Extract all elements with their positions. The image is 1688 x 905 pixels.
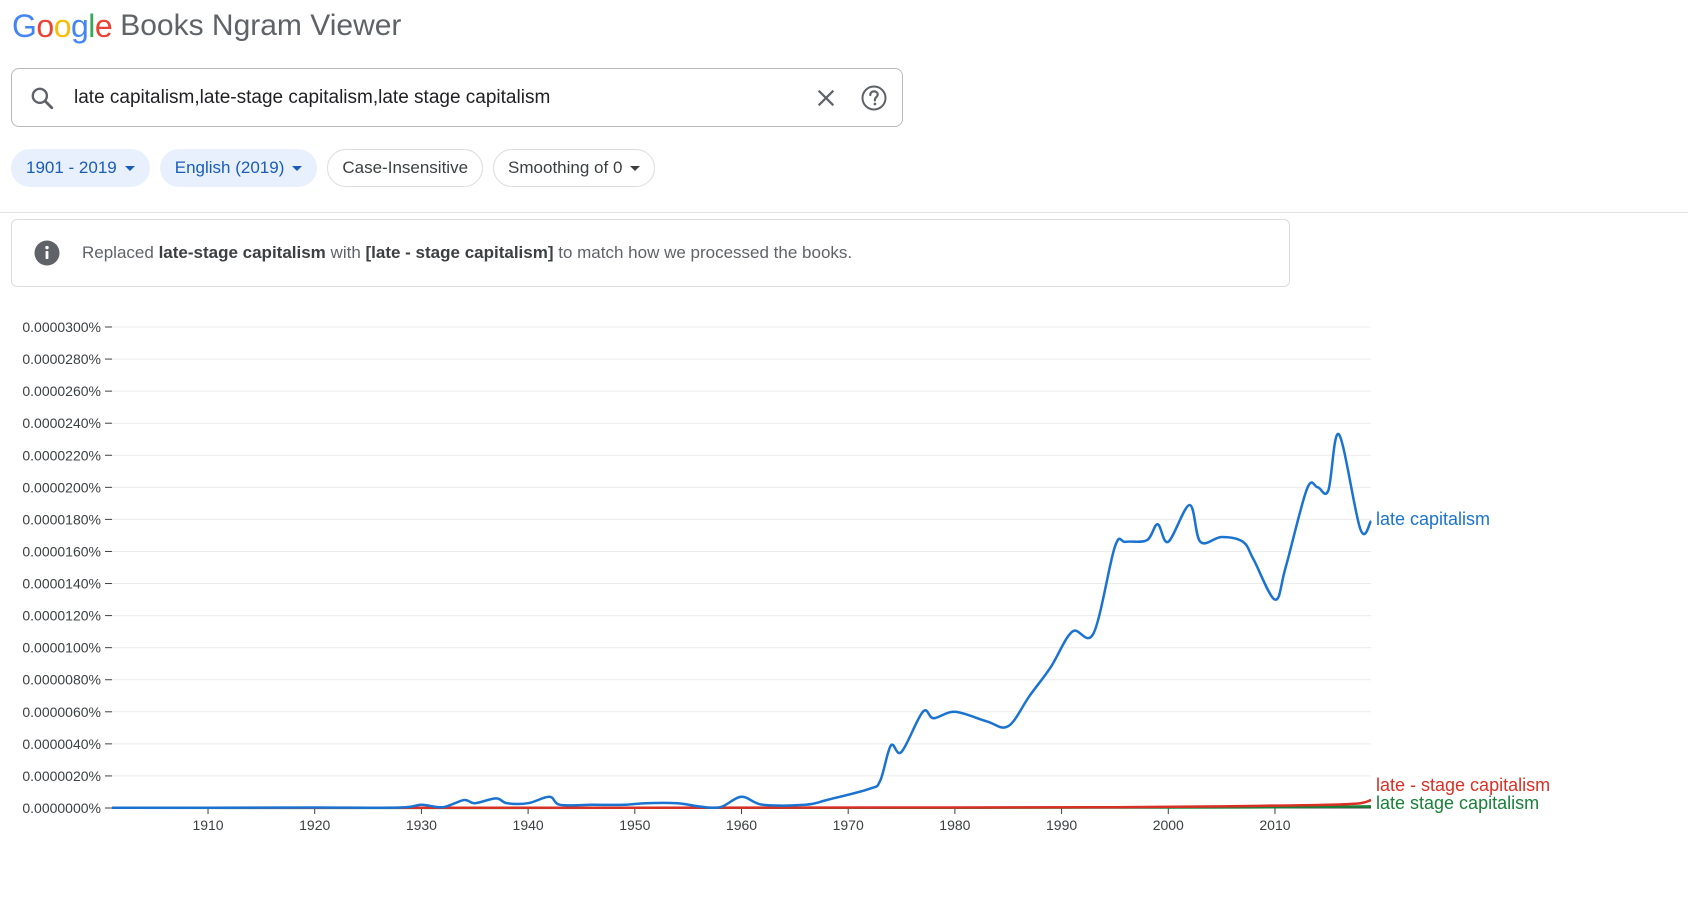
x-tick-label: 1980	[939, 817, 970, 833]
y-tick-label: 0.0000080%	[22, 672, 101, 688]
header: Google Books Ngram Viewer	[12, 6, 401, 46]
logo-letter: G	[12, 8, 37, 44]
y-tick-label: 0.0000100%	[22, 640, 101, 656]
divider	[0, 212, 1688, 213]
corpus-label: English (2019)	[174, 158, 285, 177]
x-tick-label: 1930	[406, 817, 437, 833]
app-title: Books Ngram Viewer	[120, 9, 402, 42]
y-tick-label: 0.0000260%	[22, 383, 101, 399]
series-label-late-stage-capitalism: late - stage capitalism	[1376, 775, 1550, 795]
google-logo[interactable]: Google	[12, 8, 113, 44]
logo-letter: o	[36, 8, 54, 44]
y-tick-label: 0.0000220%	[22, 447, 101, 463]
year-range-dropdown[interactable]: 1901 - 2019	[11, 149, 150, 187]
series-label-late-capitalism: late capitalism	[1376, 509, 1490, 529]
y-tick-label: 0.0000280%	[22, 351, 101, 367]
series-label-late-stage-capitalism: late stage capitalism	[1376, 793, 1539, 813]
chevron-down-icon	[124, 165, 135, 171]
x-tick-label: 2000	[1153, 817, 1184, 833]
series-line-late-capitalism	[112, 433, 1373, 810]
x-tick-label: 1970	[833, 817, 864, 833]
search-icon[interactable]	[10, 85, 74, 111]
y-tick-label: 0.0000060%	[22, 704, 101, 720]
help-icon[interactable]	[850, 74, 898, 122]
x-tick-label: 1940	[513, 817, 544, 833]
x-tick-label: 1910	[192, 817, 223, 833]
notice-prefix: Replaced	[82, 243, 159, 262]
y-tick-label: 0.0000240%	[22, 415, 101, 431]
search-box[interactable]	[11, 68, 903, 127]
y-tick-label: 0.0000020%	[22, 768, 101, 784]
y-tick-label: 0.0000000%	[22, 800, 101, 816]
y-tick-label: 0.0000180%	[22, 511, 101, 527]
ngram-chart: 0.0000300% 0.0000280% 0.0000260% 0.0000240%…	[22, 319, 1550, 833]
logo-letter: o	[53, 8, 72, 44]
logo-letter: g	[70, 8, 89, 44]
smoothing-label: Smoothing of 0	[508, 158, 623, 177]
notice-replacement-term: [late - stage capitalism]	[365, 243, 554, 262]
case-insensitive-toggle[interactable]: Case-Insensitive	[327, 149, 484, 187]
smoothing-dropdown[interactable]: Smoothing of 0	[493, 149, 656, 187]
y-tick-label: 0.0000120%	[22, 608, 101, 624]
chevron-down-icon	[292, 165, 303, 171]
year-range-label: 1901 - 2019	[26, 158, 117, 177]
x-tick-label: 1950	[619, 817, 650, 833]
x-tick-label: 2010	[1259, 817, 1290, 833]
chevron-down-icon	[630, 165, 641, 171]
notice-original-term: late-stage capitalism	[158, 243, 326, 262]
logo-letter: l	[88, 8, 95, 44]
notice-middle: with	[325, 243, 366, 262]
x-tick-label: 1990	[1046, 817, 1077, 833]
x-tick-label: 1960	[726, 817, 757, 833]
close-icon[interactable]	[802, 74, 850, 122]
y-tick-label: 0.0000200%	[22, 479, 101, 495]
y-tick-label: 0.0000040%	[22, 736, 101, 752]
info-icon	[12, 240, 82, 266]
notice-suffix: to match how we processed the books.	[553, 243, 853, 262]
search-input[interactable]	[74, 77, 802, 118]
y-tick-label: 0.0000300%	[22, 319, 101, 335]
x-tick-label: 1920	[299, 817, 330, 833]
filter-chips: 1901 - 2019 English (2019) Case-Insensit…	[11, 149, 656, 187]
notice-text: Replaced late-stage capitalism with [lat…	[82, 243, 852, 263]
y-tick-label: 0.0000140%	[22, 576, 101, 592]
case-insensitive-label: Case-Insensitive	[342, 158, 469, 177]
replacement-notice: Replaced late-stage capitalism with [lat…	[11, 219, 1290, 287]
corpus-dropdown[interactable]: English (2019)	[159, 149, 318, 187]
series-line-late-stage-capitalism	[112, 798, 1372, 809]
logo-letter: e	[94, 8, 113, 44]
y-tick-label: 0.0000160%	[22, 543, 101, 559]
